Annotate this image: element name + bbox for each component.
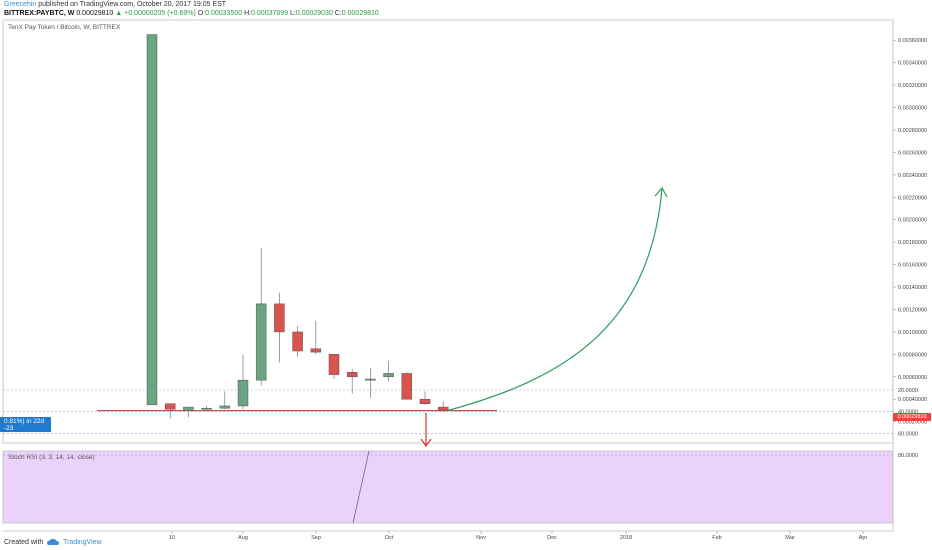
x-tick-label: Mar <box>785 535 795 541</box>
low-label: L: <box>290 10 296 17</box>
x-tick-label: Feb <box>712 535 721 541</box>
rsi-title: Stoch RSI (3, 3, 14, 14, close) <box>8 454 95 461</box>
candle-body <box>346 372 358 378</box>
candle-body <box>274 303 285 333</box>
high-value: 0.00037699 <box>251 10 289 17</box>
x-tick-label: 2018 <box>620 535 632 541</box>
x-tick-label: Sep <box>311 535 321 541</box>
candle-body <box>292 331 303 352</box>
change-value: +0.00000205 (+0.69%) <box>124 10 196 17</box>
low-value: 0.00029030 <box>295 10 333 17</box>
y-tick-label: 0.00020000 <box>898 420 927 426</box>
rsi-tick-label: 80.0000 <box>898 453 918 459</box>
y-tick-label: 0.00360000 <box>898 38 927 44</box>
last-price-badge: 0.00029810 <box>893 413 931 421</box>
bar-countdown: 0.81%) in 22d -23 <box>0 417 51 432</box>
y-tick-label: 0.00340000 <box>898 61 927 67</box>
cloud-icon <box>47 539 60 546</box>
candle-body <box>419 398 431 404</box>
tradingview-link[interactable]: TradingView <box>63 539 102 546</box>
arrow-up-icon: ▲ <box>115 10 123 17</box>
close-value: 0.00029810 <box>341 10 379 17</box>
candle-body <box>365 378 376 381</box>
rsi-tick-label: 60.0000 <box>898 431 918 437</box>
last-price: 0.00029810 <box>76 10 114 17</box>
rsi-line <box>352 450 370 524</box>
x-tick-label: Oct <box>385 535 394 541</box>
y-tick-label: 0.00100000 <box>898 330 927 336</box>
x-tick-label: Dec <box>547 535 557 541</box>
ohlc-bar: BITTREX:PAYBTC, W 0.00029810 ▲ +0.000002… <box>4 10 379 17</box>
y-tick-label: 0.00060000 <box>898 375 927 381</box>
y-tick-label: 0.00080000 <box>898 352 927 358</box>
projection-curve <box>447 187 663 412</box>
candle-body <box>237 379 249 407</box>
publish-info: Greecehin published on TradingView.com, … <box>4 1 226 8</box>
rsi-pane <box>2 450 894 524</box>
y-tick-label: 0.00040000 <box>898 397 927 403</box>
candle-body <box>146 34 158 406</box>
y-tick-label: 0.00300000 <box>898 106 927 112</box>
candle-body <box>183 406 194 411</box>
candle-body <box>310 348 322 353</box>
y-tick-label: 0.00200000 <box>898 218 927 224</box>
arrow-down-icon <box>420 438 432 448</box>
y-tick-label: 0.00120000 <box>898 307 927 313</box>
candle-body <box>219 405 231 409</box>
chart-title: TenX Pay Token / Bitcoin, W, BITTREX <box>8 24 121 31</box>
created-with-text: Created with <box>4 539 44 546</box>
candle-body <box>437 406 449 411</box>
countdown-sub: -23 <box>4 425 14 432</box>
candle-body <box>401 373 413 400</box>
rsi-tick-label: 40.0000 <box>898 410 918 416</box>
y-tick-label: 0.00260000 <box>898 150 927 156</box>
countdown-text: 0.81%) in 22d <box>4 418 45 425</box>
y-tick-label: 0.00160000 <box>898 263 927 269</box>
x-tick-label: Apr <box>859 535 868 541</box>
candle-body <box>255 303 267 381</box>
close-label: C: <box>334 10 342 17</box>
x-tick-label: 10 <box>169 535 175 541</box>
y-tick-label: 0.00220000 <box>898 195 927 201</box>
high-label: H: <box>244 10 252 17</box>
open-label: O: <box>197 10 206 17</box>
arrow-up-icon <box>654 186 668 198</box>
candle-body <box>383 373 394 378</box>
symbol-label: BITTREX:PAYBTC, W <box>4 10 75 17</box>
y-tick-label: 0.00320000 <box>898 83 927 89</box>
y-tick-label: 0.00240000 <box>898 173 927 179</box>
x-tick-label: Nov <box>476 535 486 541</box>
y-tick-label: 0.00280000 <box>898 128 927 134</box>
publish-text: published on TradingView.com, October 20… <box>36 1 227 8</box>
y-tick-label: 0.00140000 <box>898 285 927 291</box>
candle-body <box>328 354 340 375</box>
author-link[interactable]: Greecehin <box>4 1 37 8</box>
rsi-tick-label: 20.0000 <box>898 388 918 394</box>
open-value: 0.00033500 <box>205 10 243 17</box>
candle-body <box>164 403 176 410</box>
main-pane <box>2 19 894 444</box>
y-tick-label: 0.00180000 <box>898 240 927 246</box>
x-tick-label: Aug <box>238 535 248 541</box>
footer: Created with TradingView <box>4 539 102 546</box>
candle-body <box>201 407 212 410</box>
